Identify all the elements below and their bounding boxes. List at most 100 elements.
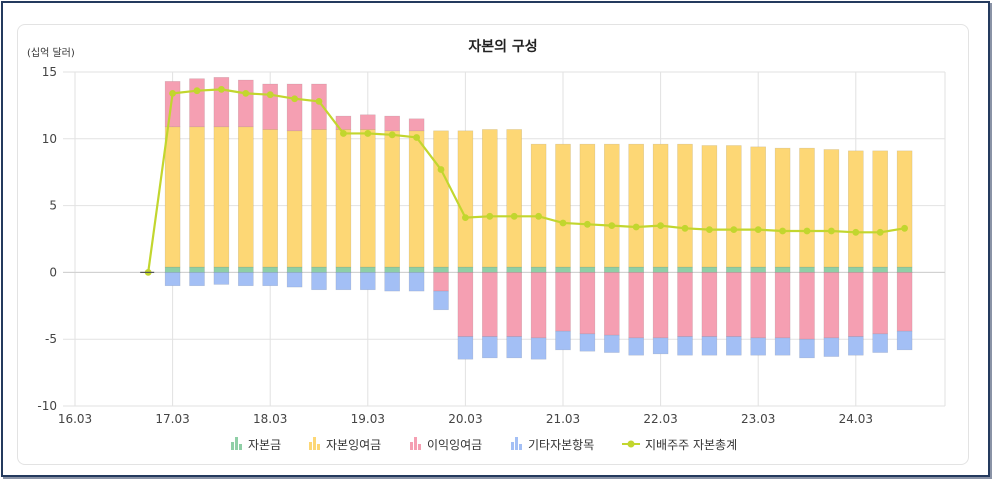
bar-segment: [896, 272, 913, 332]
bar-segment: [238, 272, 254, 287]
x-tick-label: 18.03: [253, 412, 287, 426]
bar-segment: [823, 266, 840, 273]
bar-segment: [213, 272, 230, 285]
bar-segment: [677, 272, 693, 337]
bar-segment: [481, 336, 498, 359]
bar-segment: [359, 266, 376, 273]
total-equity-point: [779, 227, 786, 235]
bar-segment: [238, 266, 254, 273]
legend-bar-icon: [231, 442, 234, 450]
bar-segment: [213, 126, 230, 268]
bar-segment: [579, 143, 596, 268]
bar-segment: [481, 272, 498, 337]
bar-segment: [481, 129, 498, 268]
bar-segment: [530, 337, 547, 360]
bar-segment: [311, 266, 327, 273]
legend-label: 자본잉여금: [326, 438, 381, 452]
bar-segment: [579, 266, 596, 273]
total-equity-point: [266, 91, 274, 99]
bar-segment: [579, 333, 596, 352]
bar-segment: [847, 336, 864, 356]
bar-segment: [189, 266, 205, 273]
bar-segment: [847, 272, 864, 337]
total-equity-point: [730, 226, 738, 234]
total-equity-point: [828, 227, 835, 235]
total-equity-point: [291, 95, 298, 103]
bar-segment: [701, 272, 718, 337]
bar-segment: [457, 272, 474, 337]
bar-segment: [555, 330, 571, 351]
bar-segment: [384, 266, 401, 273]
bar-segment: [457, 266, 474, 273]
bar-segment: [823, 272, 840, 339]
x-tick-label: 20.03: [448, 412, 482, 426]
bar-segment: [164, 272, 181, 287]
total-equity-point: [632, 223, 640, 231]
total-equity-point: [584, 220, 591, 228]
legend-bar-icon: [313, 437, 316, 450]
bar-segment: [823, 149, 840, 268]
legend-label: 이익잉여금: [427, 438, 482, 452]
x-tick-label: 24.03: [839, 412, 873, 426]
bar-segment: [677, 143, 693, 268]
bar-segment: [774, 272, 791, 339]
bar-segment: [774, 337, 791, 356]
legend-bar-icon: [239, 444, 242, 450]
bar-segment: [506, 266, 523, 273]
bar-segment: [408, 266, 425, 273]
legend-bar-icon: [235, 437, 238, 450]
bar-segment: [603, 266, 620, 273]
y-tick-label: -10: [37, 399, 57, 413]
bar-segment: [725, 336, 742, 356]
bar-segment: [238, 79, 254, 128]
bar-segment: [408, 272, 425, 292]
bar-segment: [847, 150, 864, 268]
bar-segment: [262, 129, 279, 268]
bar-segment: [530, 272, 547, 339]
bar-segment: [677, 266, 693, 273]
bar-segment: [603, 143, 620, 268]
x-tick-label: 17.03: [155, 412, 189, 426]
legend-label: 지배주주 자본총계: [645, 438, 737, 452]
y-tick-label: -5: [45, 332, 57, 346]
legend-line-icon: [627, 440, 635, 448]
bar-segment: [799, 272, 815, 340]
bar-segment: [872, 266, 889, 273]
bar-segment: [359, 129, 376, 268]
bar-segment: [433, 290, 449, 311]
bar-segment: [189, 78, 205, 128]
bar-segment: [725, 272, 742, 337]
bar-segment: [359, 272, 376, 291]
x-tick-label: 21.03: [546, 412, 580, 426]
total-equity-point: [876, 228, 884, 236]
bar-segment: [725, 145, 742, 268]
legend-bar-icon: [418, 444, 421, 450]
bar-segment: [506, 272, 523, 337]
bar-segment: [872, 272, 889, 335]
legend-label: 자본금: [248, 438, 281, 452]
bar-segment: [262, 266, 279, 273]
total-equity-point: [388, 131, 396, 139]
bar-segment: [750, 337, 767, 356]
total-equity-polyline: [147, 88, 905, 273]
bar-segment: [384, 130, 401, 268]
bar-segment: [530, 266, 547, 273]
bar-segment: [335, 266, 352, 273]
total-equity-point: [535, 212, 542, 220]
bar-segment: [335, 272, 352, 291]
total-equity-point: [340, 130, 347, 137]
bar-segment: [750, 272, 767, 339]
bar-segment: [628, 272, 645, 339]
legend-bar-icon: [410, 442, 413, 450]
bar-segment: [164, 81, 181, 128]
bar-segment: [189, 272, 205, 287]
bar-segment: [750, 146, 767, 268]
bar-segment: [506, 129, 523, 268]
total-equity-point: [559, 219, 567, 227]
bar-segment: [701, 145, 718, 268]
total-equity-point: [413, 134, 420, 141]
bar-segment: [311, 129, 327, 268]
bar-segment: [408, 118, 425, 132]
bar-segment: [238, 126, 254, 268]
